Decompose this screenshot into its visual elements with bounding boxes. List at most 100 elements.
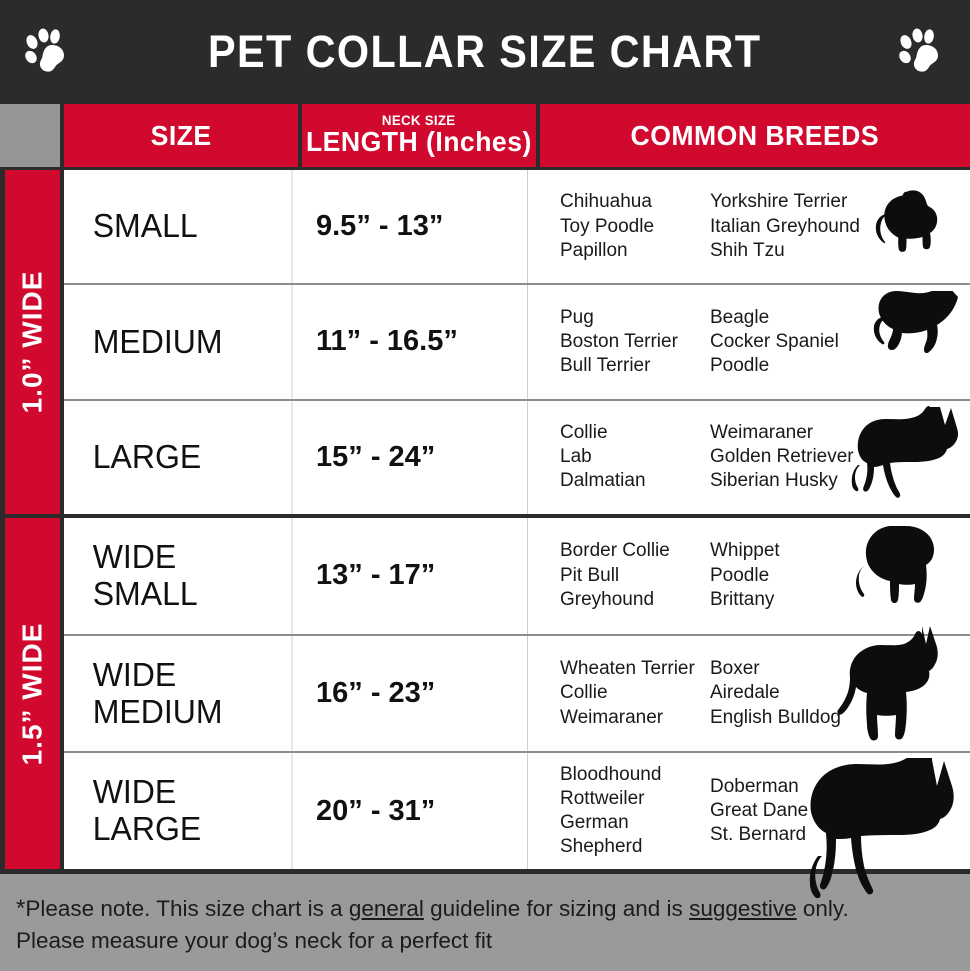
table-row: WIDE MEDIUM 16” - 23” Wheaten Terrier Co… — [64, 625, 970, 754]
breed-item: Wheaten Terrier — [560, 658, 695, 680]
breed-item: German Shepherd — [560, 812, 643, 858]
breed-item: Pit Bull — [560, 564, 620, 586]
header-length-label: LENGTH (Inches) — [306, 126, 532, 157]
breed-item: Boston Terrier — [560, 330, 678, 352]
group-rows-1: SMALL 9.5” - 13” Chihuahua Toy Poodle Pa… — [60, 170, 970, 514]
footer-text-a: Please note. This size chart is a — [25, 896, 349, 921]
breed-item: Border Collie — [560, 540, 670, 562]
breed-item: Boxer — [710, 658, 760, 680]
breed-item: Doberman — [710, 775, 799, 797]
footer-underline-suggestive: suggestive — [689, 896, 797, 921]
size-label-line2: LARGE — [92, 810, 202, 848]
header-length-sublabel: NECK SIZE — [382, 112, 456, 128]
group-width-label-1: 1.0” WIDE — [5, 170, 60, 514]
size-group-15-inch: 1.5” WIDE WIDE SMALL 13” - 17” Border Co… — [0, 518, 970, 870]
size-label: MEDIUM — [92, 322, 223, 360]
size-label-line1: WIDE — [92, 773, 177, 811]
cell-breeds: Pug Boston Terrier Bull Terrier Beagle C… — [528, 285, 970, 398]
cell-size: SMALL — [67, 170, 293, 284]
breed-column-2: Yorkshire Terrier Italian Greyhound Shih… — [710, 190, 875, 263]
cell-size: LARGE — [67, 400, 293, 514]
breed-column-1: Collie Lab Dalmatian — [560, 421, 710, 494]
cell-breeds: Wheaten Terrier Collie Weimaraner Boxer … — [528, 625, 970, 752]
breed-item: Bull Terrier — [560, 355, 651, 377]
breed-item: Weimaraner — [710, 421, 814, 443]
table-row: WIDE SMALL 13” - 17” Border Collie Pit B… — [64, 518, 970, 636]
breed-item: Beagle — [710, 306, 770, 328]
header-corner-cell — [0, 104, 60, 167]
breed-item: Rottweiler — [560, 787, 645, 809]
cell-length: 9.5” - 13” — [296, 170, 528, 284]
cell-length: 16” - 23” — [296, 635, 528, 752]
breed-item: Cocker Spaniel — [710, 330, 839, 352]
breed-item: Lab — [560, 446, 592, 468]
breed-column-1: Wheaten Terrier Collie Weimaraner — [560, 657, 710, 730]
cell-breeds: Border Collie Pit Bull Greyhound Whippet… — [528, 518, 970, 634]
breed-item: Italian Greyhound — [710, 215, 860, 237]
table-row: WIDE LARGE 20” - 31” Bloodhound Rottweil… — [64, 753, 970, 870]
paw-print-icon — [22, 26, 74, 78]
group-width-label-2: 1.5” WIDE — [5, 518, 60, 869]
size-label-line2: MEDIUM — [92, 692, 223, 730]
breed-column-2: Boxer Airedale English Bulldog — [710, 657, 875, 730]
table-row: SMALL 9.5” - 13” Chihuahua Toy Poodle Pa… — [64, 170, 970, 286]
breed-item: Papillon — [560, 239, 628, 261]
breed-item: Yorkshire Terrier — [710, 191, 848, 213]
asterisk-marker: * — [16, 895, 26, 922]
size-label: LARGE — [92, 437, 202, 475]
breed-item: Dalmatian — [560, 470, 646, 492]
group-width-text: 1.5” WIDE — [16, 622, 48, 765]
size-label-line1: WIDE — [92, 537, 177, 575]
cell-breeds: Bloodhound Rottweiler German Shepherd Do… — [528, 753, 970, 869]
breed-column-2: Beagle Cocker Spaniel Poodle — [710, 306, 875, 379]
breed-column-2: Whippet Poodle Brittany — [710, 539, 875, 612]
breed-item: Great Dane — [710, 800, 809, 822]
breed-item: Brittany — [710, 588, 775, 610]
breed-item: Greyhound — [560, 588, 655, 610]
cell-breeds: Collie Lab Dalmatian Weimaraner Golden R… — [528, 401, 970, 514]
group-width-text: 1.0” WIDE — [16, 270, 48, 414]
size-label-line2: SMALL — [92, 574, 198, 612]
breed-item: Siberian Husky — [710, 470, 838, 492]
footer-text-b: guideline for sizing and is — [423, 896, 690, 921]
breed-item: Collie — [560, 421, 608, 443]
breed-column-1: Border Collie Pit Bull Greyhound — [560, 539, 710, 612]
breed-item: Collie — [560, 682, 608, 704]
breed-column-1: Chihuahua Toy Poodle Papillon — [560, 190, 710, 263]
cell-breeds: Chihuahua Toy Poodle Papillon Yorkshire … — [528, 170, 970, 283]
header-cell-breeds: COMMON BREEDS — [540, 104, 970, 167]
footer-line-1: *Please note. This size chart is a gener… — [16, 892, 952, 925]
header-cell-length: NECK SIZE LENGTH (Inches) — [302, 104, 536, 167]
header-breeds-label: COMMON BREEDS — [630, 119, 880, 151]
table-row: MEDIUM 11” - 16.5” Pug Boston Terrier Bu… — [64, 285, 970, 401]
cell-size: WIDE MEDIUM — [67, 635, 293, 752]
table-header-row: SIZE NECK SIZE LENGTH (Inches) COMMON BR… — [0, 104, 970, 167]
breed-item: Shih Tzu — [710, 239, 785, 261]
page-title: PET COLLAR SIZE CHART — [208, 26, 762, 77]
breed-column-2: Weimaraner Golden Retriever Siberian Hus… — [710, 421, 875, 494]
footer-text-c: only. — [796, 896, 849, 921]
breed-item: Weimaraner — [560, 706, 664, 728]
breed-column-1: Pug Boston Terrier Bull Terrier — [560, 306, 710, 379]
breed-column-2: Doberman Great Dane St. Bernard — [710, 775, 875, 848]
footer-underline-general: general — [348, 896, 424, 921]
footer-line-2: Please measure your dog’s neck for a per… — [16, 928, 493, 954]
cell-size: WIDE LARGE — [67, 753, 293, 870]
size-label-line1: WIDE — [92, 655, 177, 693]
table-row: LARGE 15” - 24” Collie Lab Dalmatian Wei… — [64, 400, 970, 514]
breed-item: Bloodhound — [560, 763, 662, 785]
header-size-label: SIZE — [150, 119, 212, 151]
cell-length: 20” - 31” — [296, 753, 528, 870]
cell-size: MEDIUM — [67, 285, 293, 399]
cell-length: 13” - 17” — [296, 518, 528, 634]
cell-length: 15” - 24” — [296, 400, 528, 514]
breed-item: Whippet — [710, 540, 780, 562]
cell-length: 11” - 16.5” — [296, 285, 528, 399]
title-bar: PET COLLAR SIZE CHART — [0, 0, 970, 104]
breed-item: Poodle — [710, 355, 770, 377]
paw-print-icon — [896, 26, 948, 78]
breed-item: Pug — [560, 306, 594, 328]
breed-item: St. Bernard — [710, 824, 807, 846]
breed-column-1: Bloodhound Rottweiler German Shepherd — [560, 763, 710, 860]
breed-item: Poodle — [710, 564, 770, 586]
